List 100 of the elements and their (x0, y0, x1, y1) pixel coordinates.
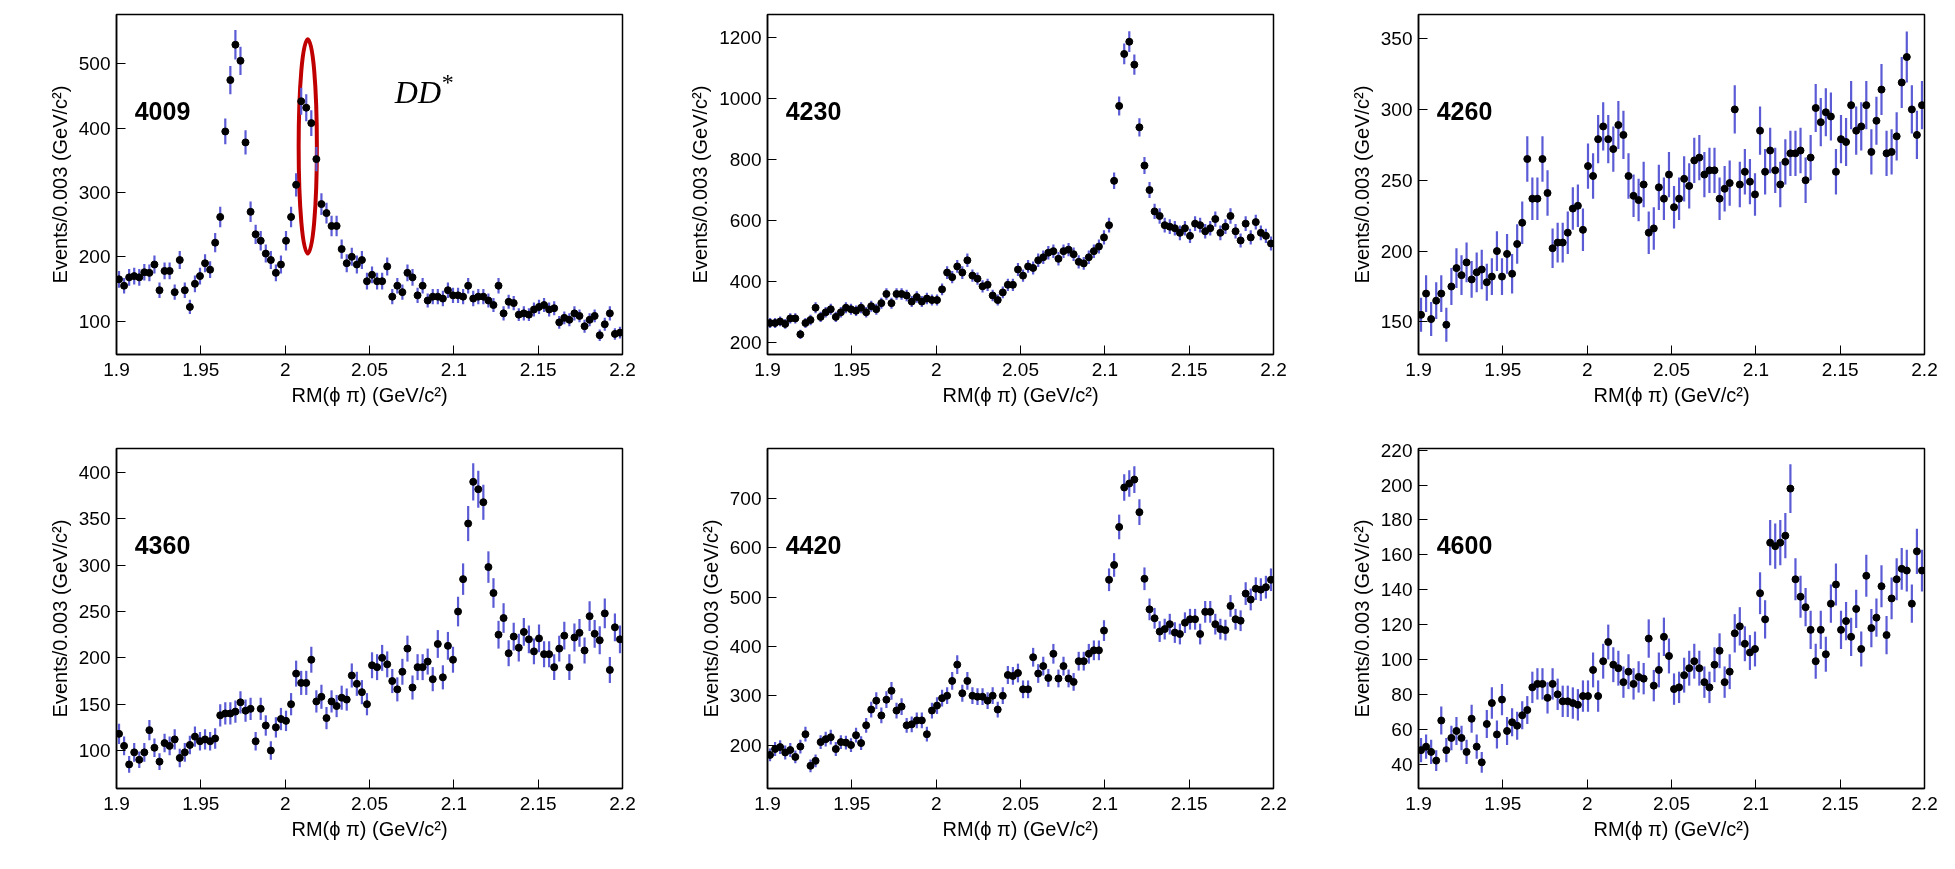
y-tick-label: 200 (729, 734, 762, 756)
y-tick-label: 300 (78, 182, 111, 204)
y-tick-label: 500 (78, 53, 111, 75)
y-tick-label: 200 (78, 647, 111, 669)
x-tick-label: 2 (279, 358, 291, 380)
y-axis-title: Events/0.003 (GeV/c²) (1350, 85, 1373, 284)
x-tick-label: 2 (279, 792, 291, 814)
x-tick-label: 2.05 (1002, 792, 1039, 814)
x-tick-label: 1.9 (754, 358, 781, 380)
x-tick-label: 2.15 (1170, 792, 1208, 814)
y-tick-label: 200 (729, 332, 762, 354)
x-axis-title: RM(ϕ π) (GeV/c²) (942, 383, 1099, 406)
x-axis-title: RM(ϕ π) (GeV/c²) (291, 817, 448, 840)
x-tick-label: 2 (930, 792, 942, 814)
y-tick-label: 100 (78, 310, 111, 332)
x-tick-label: 2.15 (1821, 358, 1859, 380)
y-tick-label: 160 (1380, 544, 1413, 566)
y-tick-label: 400 (78, 462, 111, 484)
annotation: 4230 (785, 97, 842, 126)
x-tick-label: 2.2 (609, 792, 636, 814)
y-tick-label: 120 (1380, 614, 1413, 636)
x-tick-label: 2 (930, 358, 942, 380)
x-tick-label: 2.05 (1002, 358, 1039, 380)
x-tick-label: 1.9 (103, 792, 130, 814)
y-tick-label: 400 (78, 117, 111, 139)
x-tick-label: 2.2 (1260, 358, 1287, 380)
y-tick-label: 400 (729, 635, 762, 657)
x-tick-label: 2.2 (1260, 792, 1287, 814)
x-tick-label: 2.05 (351, 792, 388, 814)
annotation: 4360 (134, 531, 191, 560)
x-axis-title: RM(ϕ π) (GeV/c²) (291, 383, 448, 406)
y-tick-label: 150 (1380, 311, 1413, 333)
y-tick-label: 200 (1380, 474, 1413, 496)
y-tick-label: 100 (78, 740, 111, 762)
x-tick-label: 2.1 (1091, 792, 1119, 814)
x-tick-label: 1.95 (1484, 358, 1522, 380)
x-tick-label: 1.95 (833, 358, 871, 380)
x-tick-label: 1.9 (103, 358, 130, 380)
y-tick-label: 200 (1380, 240, 1413, 262)
y-axis-title: Events/0.003 (GeV/c²) (689, 85, 712, 284)
y-tick-label: 250 (78, 601, 111, 623)
y-tick-label: 100 (1380, 648, 1413, 670)
x-tick-label: 2 (1581, 358, 1593, 380)
x-tick-label: 2.05 (1653, 358, 1690, 380)
x-axis-title: RM(ϕ π) (GeV/c²) (1593, 817, 1750, 840)
y-tick-label: 220 (1380, 439, 1413, 461)
y-tick-label: 40 (1391, 753, 1413, 775)
y-tick-label: 350 (1380, 28, 1413, 50)
y-tick-label: 1200 (719, 26, 762, 48)
x-tick-label: 2.15 (519, 358, 557, 380)
y-tick-label: 600 (729, 210, 762, 232)
x-tick-label: 2.2 (1911, 358, 1938, 380)
x-tick-label: 2.2 (1911, 792, 1938, 814)
x-tick-label: 2.1 (440, 358, 468, 380)
y-tick-label: 150 (78, 693, 111, 715)
annotation: 4420 (785, 531, 842, 560)
x-tick-label: 1.95 (1484, 792, 1522, 814)
y-axis-title: Events/0.003 (GeV/c²) (48, 519, 71, 718)
y-tick-label: 180 (1380, 509, 1413, 531)
y-tick-label: 300 (1380, 98, 1413, 120)
y-tick-label: 1000 (719, 87, 762, 109)
y-tick-label: 250 (1380, 169, 1413, 191)
x-tick-label: 2.15 (1821, 792, 1859, 814)
x-tick-label: 1.9 (1405, 358, 1432, 380)
y-axis-title: Events/0.003 (GeV/c²) (699, 519, 722, 718)
x-tick-label: 2.1 (1742, 358, 1770, 380)
y-tick-label: 350 (78, 508, 111, 530)
y-tick-label: 60 (1391, 718, 1413, 740)
annotation: 4260 (1436, 97, 1493, 126)
annotation: DD* (393, 69, 454, 111)
x-tick-label: 2.1 (1742, 792, 1770, 814)
x-axis-title: RM(ϕ π) (GeV/c²) (942, 817, 1099, 840)
y-tick-label: 300 (729, 685, 762, 707)
x-tick-label: 1.9 (754, 792, 781, 814)
x-tick-label: 2.15 (519, 792, 557, 814)
y-tick-label: 800 (729, 148, 762, 170)
y-tick-label: 400 (729, 271, 762, 293)
y-tick-label: 600 (729, 537, 762, 559)
y-tick-label: 140 (1380, 579, 1413, 601)
x-tick-label: 2 (1581, 792, 1593, 814)
x-tick-label: 1.95 (833, 792, 871, 814)
annotation: 4600 (1436, 531, 1493, 560)
x-tick-label: 2.15 (1170, 358, 1208, 380)
x-axis-title: RM(ϕ π) (GeV/c²) (1593, 383, 1750, 406)
x-tick-label: 2.05 (1653, 792, 1690, 814)
y-tick-label: 300 (78, 554, 111, 576)
y-tick-label: 200 (78, 246, 111, 268)
annotation: 4009 (134, 97, 191, 126)
x-tick-label: 2.05 (351, 358, 388, 380)
x-tick-label: 1.95 (182, 358, 220, 380)
x-tick-label: 1.95 (182, 792, 220, 814)
y-tick-label: 500 (729, 586, 762, 608)
y-axis-title: Events/0.003 (GeV/c²) (1350, 519, 1373, 718)
x-tick-label: 2.1 (440, 792, 468, 814)
y-tick-label: 80 (1391, 683, 1413, 705)
x-tick-label: 1.9 (1405, 792, 1432, 814)
x-tick-label: 2.1 (1091, 358, 1119, 380)
y-axis-title: Events/0.003 (GeV/c²) (48, 85, 71, 284)
y-tick-label: 700 (729, 487, 762, 509)
x-tick-label: 2.2 (609, 358, 636, 380)
